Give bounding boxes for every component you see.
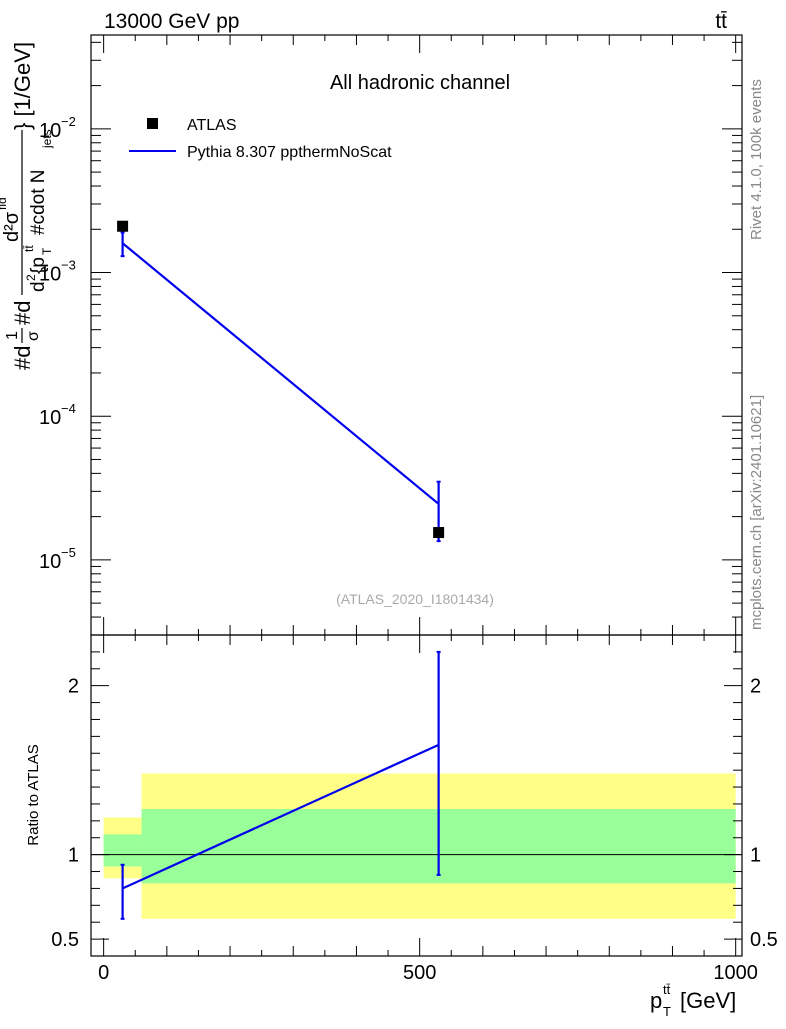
ylabel-part-d2: #d bbox=[10, 301, 35, 325]
rivet-version-label: Rivet 4.1.0, 100k events bbox=[748, 79, 765, 240]
ylabel-part-d1: #d bbox=[10, 346, 35, 370]
x-tick-label: 1000 bbox=[713, 962, 758, 984]
x-tick-label: 500 bbox=[403, 962, 436, 984]
ylabel-big-num-sup: fid bbox=[0, 197, 9, 210]
main-y-tick-label: 10 bbox=[39, 407, 61, 429]
ylabel-den-sup2: tt̄ bbox=[22, 245, 36, 252]
legend-atlas-marker bbox=[147, 118, 158, 129]
process-label: tt̄ bbox=[715, 10, 727, 33]
main-panel-marks bbox=[117, 220, 445, 543]
atlas-data-point bbox=[117, 220, 129, 232]
ylabel-den-sub: T bbox=[40, 247, 54, 255]
ratio-y-tick-label-left: 0.5 bbox=[51, 929, 79, 951]
x-axis-label: p T tt̄ [GeV] bbox=[650, 982, 736, 1019]
chart-title: All hadronic channel bbox=[330, 72, 510, 94]
ylabel-den-post: #cdot N bbox=[28, 170, 49, 235]
main-y-tick-label-exp: −5 bbox=[61, 545, 76, 560]
pythia-series-line bbox=[121, 242, 440, 505]
legend: ATLAS Pythia 8.307 ppthermNoScat bbox=[129, 117, 392, 161]
ratio-y-tick-label-right: 1 bbox=[750, 845, 761, 867]
analysis-watermark: (ATLAS_2020_I1801434) bbox=[336, 591, 494, 607]
ratio-y-tick-label-right: 2 bbox=[750, 676, 761, 698]
x-tick-label: 0 bbox=[98, 962, 109, 984]
ylabel-tail: } [1/GeV] bbox=[10, 42, 35, 130]
ylabel-den-sub2: jets bbox=[40, 129, 54, 149]
source-label: mcplots.cern.ch [arXiv:2401.10621] bbox=[748, 395, 765, 630]
ylabel-frac-num: 1 bbox=[4, 331, 21, 340]
main-y-tick-label: 10 bbox=[39, 120, 61, 142]
xlabel-unit: [GeV] bbox=[680, 988, 736, 1013]
ratio-pythia-line bbox=[122, 743, 440, 890]
ylabel-den-d: d bbox=[28, 281, 49, 292]
legend-atlas-label: ATLAS bbox=[187, 117, 237, 134]
main-y-axis-label: #d 1 σ #d d²σ fid d 2 {p T tt̄ #cdot N j… bbox=[0, 42, 54, 370]
ratio-band-stat bbox=[103, 834, 142, 867]
ylabel-den-sup: 2 bbox=[24, 274, 38, 281]
atlas-data-point bbox=[433, 527, 445, 539]
ratio-panel-frame bbox=[90, 634, 743, 957]
ratio-y-tick-label-left: 2 bbox=[68, 676, 79, 698]
energy-label: 13000 GeV pp bbox=[104, 10, 239, 33]
main-y-tick-label-exp: −2 bbox=[61, 114, 76, 129]
ratio-y-tick-label-right: 0.5 bbox=[750, 929, 778, 951]
main-y-tick-label-exp: −4 bbox=[61, 401, 76, 416]
ylabel-frac-den: σ bbox=[25, 331, 42, 341]
ratio-panel-marks bbox=[120, 650, 441, 920]
main-y-tick-label: 10 bbox=[39, 551, 61, 573]
ratio-y-axis-label: Ratio to ATLAS bbox=[25, 744, 42, 845]
ratio-panel-bands bbox=[91, 773, 742, 919]
xlabel-sub: T bbox=[663, 1004, 671, 1019]
main-y-tick-label: 10 bbox=[39, 264, 61, 286]
ylabel-big-num: d²σ bbox=[1, 211, 23, 242]
ratio-y-tick-label-left: 1 bbox=[68, 845, 79, 867]
ylabel-den-p: {p bbox=[28, 257, 49, 274]
main-panel-ticks: 10−210−310−410−5 bbox=[39, 35, 742, 636]
xlabel-sup: tt̄ bbox=[663, 982, 671, 997]
xlabel-p: p bbox=[650, 988, 662, 1013]
legend-pythia-label: Pythia 8.307 ppthermNoScat bbox=[187, 144, 392, 161]
main-y-tick-label-exp: −3 bbox=[61, 258, 76, 273]
